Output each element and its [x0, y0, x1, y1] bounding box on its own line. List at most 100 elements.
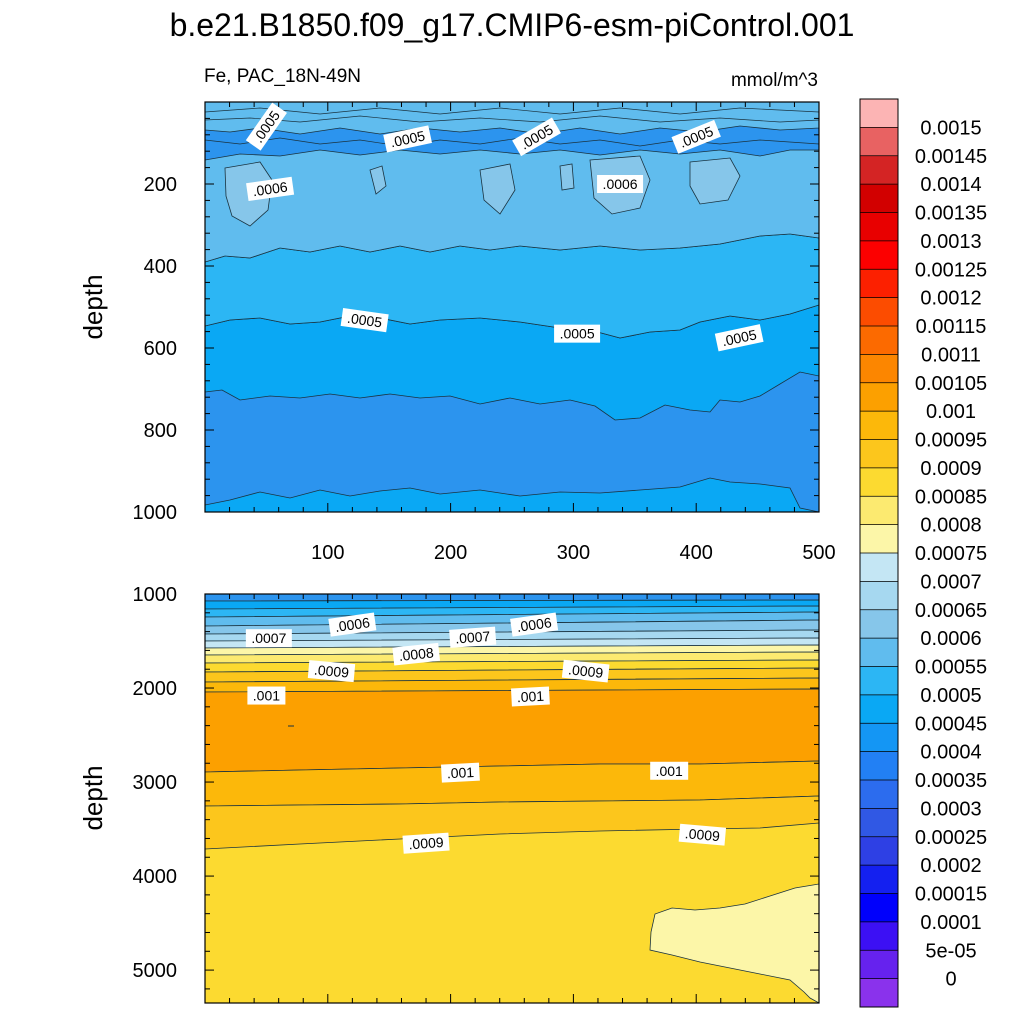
colorbar-label: 0.00135	[915, 203, 987, 225]
colorbar-swatch	[860, 978, 898, 1008]
colorbar-label: 0.0014	[920, 174, 981, 196]
colorbar-swatch	[860, 99, 898, 128]
colorbar-swatch	[860, 240, 898, 270]
colorbar-label: 0.00055	[915, 657, 987, 679]
contour-label-box	[671, 119, 721, 154]
colorbar-label: 0.00115	[916, 316, 987, 338]
contour-label: .0005	[671, 119, 721, 154]
colorbar-swatch	[860, 439, 898, 469]
colorbar-label: 0.0008	[920, 515, 981, 537]
colorbar-swatch	[860, 865, 898, 894]
colorbar-swatch	[860, 751, 898, 781]
contour-label: .0006	[597, 175, 644, 193]
colorbar-label: 0.00065	[915, 600, 987, 622]
x-tick-label: 200	[434, 542, 467, 564]
contour-label-text: .001	[656, 763, 683, 779]
lower-band-0009-deep	[205, 795, 819, 850]
colorbar-label: 0.00075	[915, 543, 987, 565]
lower-patch-00080	[649, 883, 819, 1003]
contour-label-box	[245, 102, 287, 151]
colorbar-swatch	[860, 666, 898, 696]
colorbar-swatch	[860, 297, 898, 327]
colorbar-swatch	[860, 411, 898, 440]
colorbar-swatch	[860, 269, 898, 299]
colorbar-label: 0.0001	[920, 912, 981, 934]
upper-patch-0006-f	[559, 163, 575, 191]
contour-label-text: .0005	[720, 326, 758, 349]
contour-label: .0005	[714, 324, 764, 352]
contour-label-box	[340, 308, 389, 333]
lower-band-0008	[205, 651, 819, 664]
colorbar-swatch	[860, 184, 898, 213]
colorbar-label: 0.0005	[920, 685, 981, 707]
contour-label: .0008	[392, 642, 441, 666]
contour-label-box	[650, 761, 689, 780]
contour-label-box	[392, 642, 441, 666]
colorbar-label: 0.00085	[915, 486, 987, 508]
lower-band-0009	[205, 667, 819, 683]
contour-label-text: .0005	[346, 310, 383, 331]
colorbar-swatch	[860, 950, 898, 980]
contour-label: .0007	[449, 626, 497, 648]
colorbar-label: 5e-05	[925, 940, 976, 962]
x-tick-label: 500	[802, 542, 835, 564]
contour-label: .001	[650, 761, 689, 780]
contour-label-box	[307, 660, 356, 683]
contour-label: .0005	[554, 324, 601, 343]
colorbar-label: 0.00095	[915, 430, 987, 452]
upper-patch-0006-e	[369, 165, 387, 195]
contour-label: .001	[510, 686, 550, 707]
contour-label-box	[449, 626, 497, 648]
lower-y-axis-label: depth	[78, 765, 108, 830]
colorbar-label: 0.00015	[915, 884, 987, 906]
colorbar-swatch	[860, 836, 898, 866]
y-tick-label: 4000	[133, 866, 178, 888]
contour-label: .0009	[678, 823, 727, 846]
contour-label-box	[402, 832, 450, 854]
units-label: mmol/m^3	[731, 70, 818, 91]
contour-label: .0006	[328, 612, 377, 637]
x-tick-label: 400	[680, 542, 713, 564]
contour-label-box	[512, 117, 561, 157]
contour-label: .001	[440, 762, 480, 783]
colorbar-swatch	[860, 326, 898, 355]
lower-ticks: 1000 2000 3000 4000 5000	[133, 584, 820, 1003]
contour-label-text: .0006	[334, 614, 371, 635]
colorbar-label: 0.0015	[920, 117, 981, 139]
contour-label-box	[510, 612, 559, 637]
contour-label-box	[678, 823, 727, 846]
colorbar-label: 0.001	[926, 401, 976, 423]
upper-contour-labels: .0005.0005.0005.0005.0006.0006.0005.0005…	[245, 102, 764, 352]
colorbar-label: 0.0012	[920, 288, 981, 310]
y-tick-label: 1000	[133, 502, 178, 524]
colorbar-swatch	[860, 723, 898, 753]
lower-band-0004	[205, 594, 819, 602]
colorbar-swatch	[860, 581, 898, 611]
colorbar-swatch	[860, 609, 898, 639]
upper-ticks: 100 200 300 400 500 200 400 600 800 1000	[133, 101, 836, 564]
upper-patch-0006-b	[479, 163, 516, 215]
contour-label-text: .0007	[251, 630, 286, 646]
contour-label: .0006	[246, 176, 295, 202]
colorbar-swatch	[860, 496, 898, 526]
colorbar-swatch	[860, 638, 898, 667]
contour-label-text: .0005	[560, 326, 595, 342]
contour-label-text: .0009	[684, 825, 721, 844]
contour-label-box	[383, 125, 432, 153]
y-tick-label: 400	[144, 256, 177, 278]
upper-band-deep-0004	[205, 477, 819, 512]
upper-band-00055	[205, 149, 819, 263]
y-tick-label: 600	[144, 338, 177, 360]
contour-label: .001	[247, 686, 286, 705]
contour-label: .0005	[340, 308, 389, 333]
colorbar-label: 0	[945, 969, 956, 991]
y-tick-label: 800	[144, 420, 177, 442]
lower-plot-frame	[204, 593, 820, 1004]
colorbar-frame	[859, 98, 899, 1008]
contour-label-box	[714, 324, 764, 352]
contour-label-box	[246, 176, 295, 202]
contour-label-text: .001	[253, 688, 280, 704]
colorbar-swatch	[860, 467, 898, 497]
